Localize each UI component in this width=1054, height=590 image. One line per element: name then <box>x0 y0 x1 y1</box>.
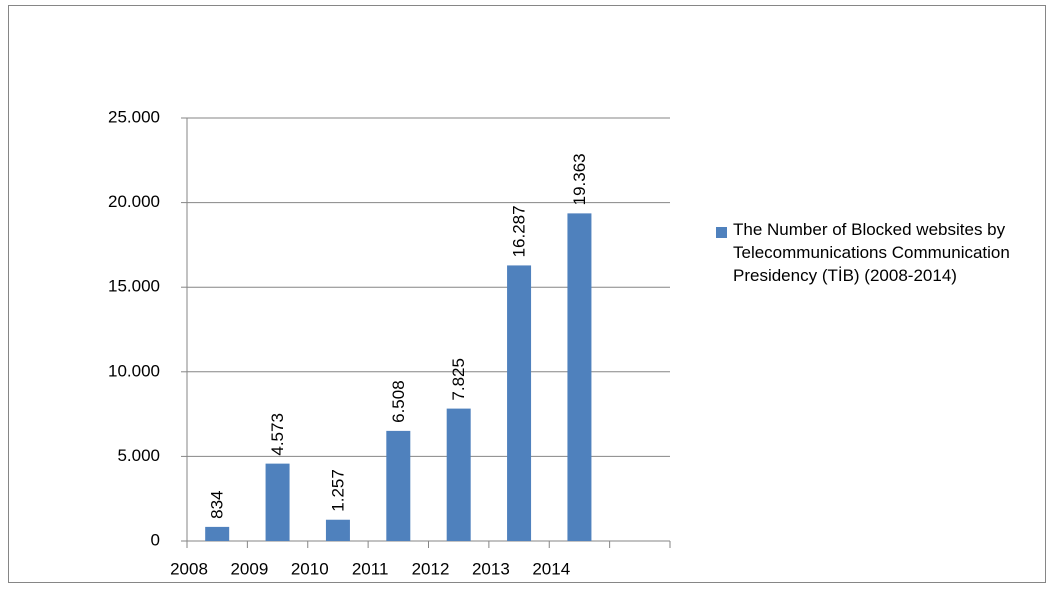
bar <box>205 526 230 541</box>
legend-label: The Number of Blocked websites by Teleco… <box>733 220 1010 285</box>
x-tick-label: 2014 <box>532 559 570 578</box>
x-tick-label: 2011 <box>352 559 389 578</box>
y-tick-label: 5.000 <box>117 446 160 465</box>
legend-swatch <box>716 227 727 238</box>
data-label: 834 <box>208 491 227 519</box>
data-label: 19.363 <box>570 153 589 205</box>
y-tick-label: 25.000 <box>108 107 160 126</box>
bar <box>567 213 592 541</box>
data-label: 4.573 <box>268 413 287 456</box>
data-label: 16.287 <box>510 205 529 257</box>
bar <box>265 463 290 541</box>
x-tick-label: 2009 <box>230 559 268 578</box>
x-tick-label: 2008 <box>170 559 208 578</box>
bar <box>386 430 411 541</box>
x-tick-label: 2010 <box>291 559 329 578</box>
y-tick-label: 0 <box>151 530 160 549</box>
bar <box>446 408 471 541</box>
x-tick-label: 2012 <box>412 559 450 578</box>
y-tick-label: 15.000 <box>108 277 160 296</box>
x-tick-label: 2013 <box>472 559 510 578</box>
bar <box>507 265 532 541</box>
bar <box>325 519 350 541</box>
y-tick-label: 10.000 <box>108 361 160 380</box>
data-label: 1.257 <box>328 469 347 512</box>
y-tick-label: 20.000 <box>108 192 160 211</box>
data-label: 7.825 <box>449 358 468 401</box>
data-label: 6.508 <box>389 380 408 423</box>
